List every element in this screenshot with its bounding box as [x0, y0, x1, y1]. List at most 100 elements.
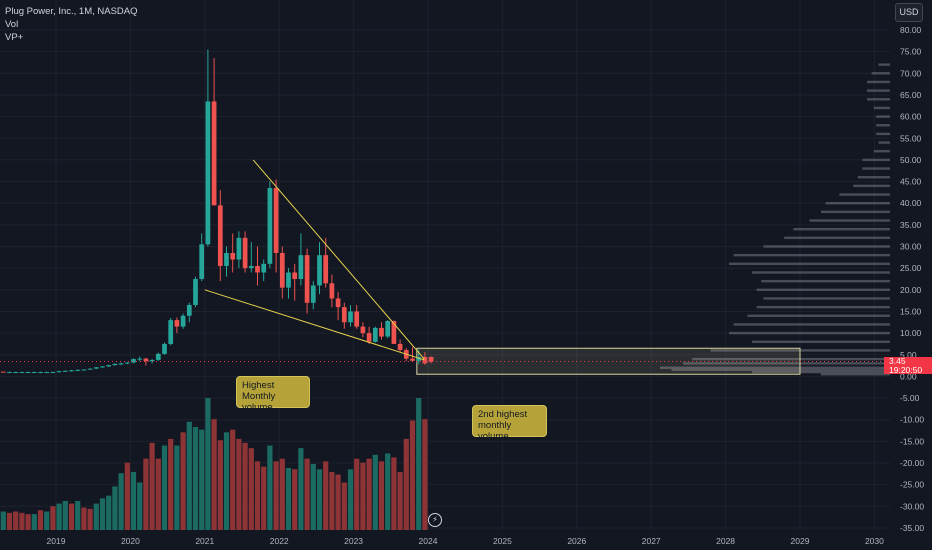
candle-body — [62, 370, 68, 372]
candle-body — [7, 372, 12, 374]
candle-body — [180, 315, 186, 327]
x-tick-label: 2027 — [642, 536, 661, 546]
candle-body — [25, 372, 31, 374]
volume-profile-bar — [793, 227, 890, 231]
volume-profile-bar — [839, 193, 890, 196]
volume-bar — [186, 421, 192, 530]
volume-bar — [366, 458, 372, 530]
volume-profile-bar — [752, 271, 890, 274]
y-tick-label: 10.00 — [900, 328, 922, 338]
candle-body — [261, 263, 267, 273]
volume-profile-bar — [683, 362, 890, 365]
volume-profile-bar — [871, 72, 890, 75]
candle-body — [385, 320, 391, 337]
x-tick-label: 2020 — [121, 536, 140, 546]
volume-profile-bar — [729, 262, 890, 266]
currency-button[interactable]: USD — [895, 3, 923, 22]
flash-icon[interactable]: ⚡ — [428, 513, 442, 527]
candle-body — [354, 311, 360, 327]
candle-body — [75, 369, 81, 371]
volume-bar — [310, 464, 316, 530]
indicator-volume-profile[interactable]: VP+ — [5, 32, 24, 43]
volume-bar — [347, 469, 354, 530]
y-tick-label: 45.00 — [900, 177, 922, 187]
candle-body — [168, 320, 174, 344]
x-tick-label: 2030 — [865, 536, 884, 546]
candle-body — [310, 285, 316, 303]
volume-bar — [174, 445, 180, 530]
volume-profile-bar — [752, 340, 890, 343]
volume-profile-bar — [747, 314, 890, 317]
volume-bar — [130, 471, 137, 530]
y-tick-label: 5.00 — [900, 350, 917, 360]
volume-bar — [106, 495, 112, 530]
volume-bar — [155, 458, 161, 530]
volume-bar — [19, 512, 25, 530]
symbol-title[interactable]: Plug Power, Inc., 1M, NASDAQ — [5, 6, 138, 17]
candle-body — [248, 265, 254, 269]
candle-body — [93, 367, 99, 369]
volume-profile-bar — [756, 305, 890, 309]
candle-body — [410, 358, 415, 361]
volume-bar — [50, 506, 56, 530]
volume-profile-bar — [671, 368, 890, 372]
indicator-volume[interactable]: Vol — [5, 19, 19, 30]
annotation-second-volume-text: 2nd highest monthly volume — [478, 409, 528, 442]
volume-profile-bar — [821, 210, 890, 214]
volume-profile-bar — [821, 373, 890, 376]
y-tick-label: 60.00 — [900, 112, 922, 122]
current-price-value: 3.45 — [889, 356, 906, 366]
candle-body — [317, 255, 322, 286]
volume-bar — [273, 461, 279, 530]
volume-bar — [285, 467, 292, 530]
x-tick-label: 2019 — [47, 536, 66, 546]
candle-body — [50, 372, 56, 374]
annotation-second-volume[interactable]: 2nd highest monthly volume — [472, 405, 547, 442]
annotation-highest-volume[interactable]: Highest Monthly volume — [236, 376, 310, 413]
volume-bar — [0, 511, 6, 530]
volume-bar — [180, 432, 186, 530]
volume-profile-bar — [761, 279, 890, 283]
y-tick-label: 0.00 — [900, 371, 917, 381]
volume-bar — [354, 458, 360, 530]
trendline — [204, 289, 425, 361]
candle-body — [366, 333, 372, 342]
volume-profile-bar — [867, 80, 890, 84]
candle-body — [255, 265, 260, 273]
y-tick-label: -10.00 — [900, 415, 924, 425]
volume-bar — [87, 508, 93, 530]
volume-bar — [211, 419, 217, 530]
candle-body — [186, 304, 192, 316]
candle-body — [44, 372, 50, 374]
candle-body — [236, 237, 242, 260]
candle-body — [87, 368, 93, 370]
x-tick-label: 2024 — [419, 536, 438, 546]
candle-body — [329, 283, 335, 299]
y-tick-label: 50.00 — [900, 155, 922, 165]
y-tick-label: -5.00 — [900, 393, 920, 403]
y-tick-label: 30.00 — [900, 242, 922, 252]
volume-bar — [124, 462, 130, 530]
volume-bar — [267, 445, 273, 530]
volume-bar — [217, 440, 223, 530]
volume-bar — [137, 482, 143, 530]
candle-body — [81, 369, 87, 371]
candle-body — [360, 326, 366, 334]
candle-body — [211, 101, 217, 206]
candle-body — [242, 237, 248, 269]
candle-body — [422, 356, 428, 364]
candle-body — [106, 365, 112, 367]
volume-bar — [391, 457, 397, 530]
candle-body — [199, 244, 205, 279]
volume-bar — [397, 471, 403, 530]
candle-body — [56, 371, 62, 373]
volume-profile-bar — [862, 167, 890, 170]
volume-bar — [403, 438, 409, 530]
candle-body — [428, 356, 434, 362]
volume-bar — [254, 461, 261, 530]
candle-body — [112, 363, 118, 366]
x-tick-label: 2028 — [716, 536, 735, 546]
volume-bar — [93, 503, 99, 530]
candle-body — [335, 298, 341, 308]
